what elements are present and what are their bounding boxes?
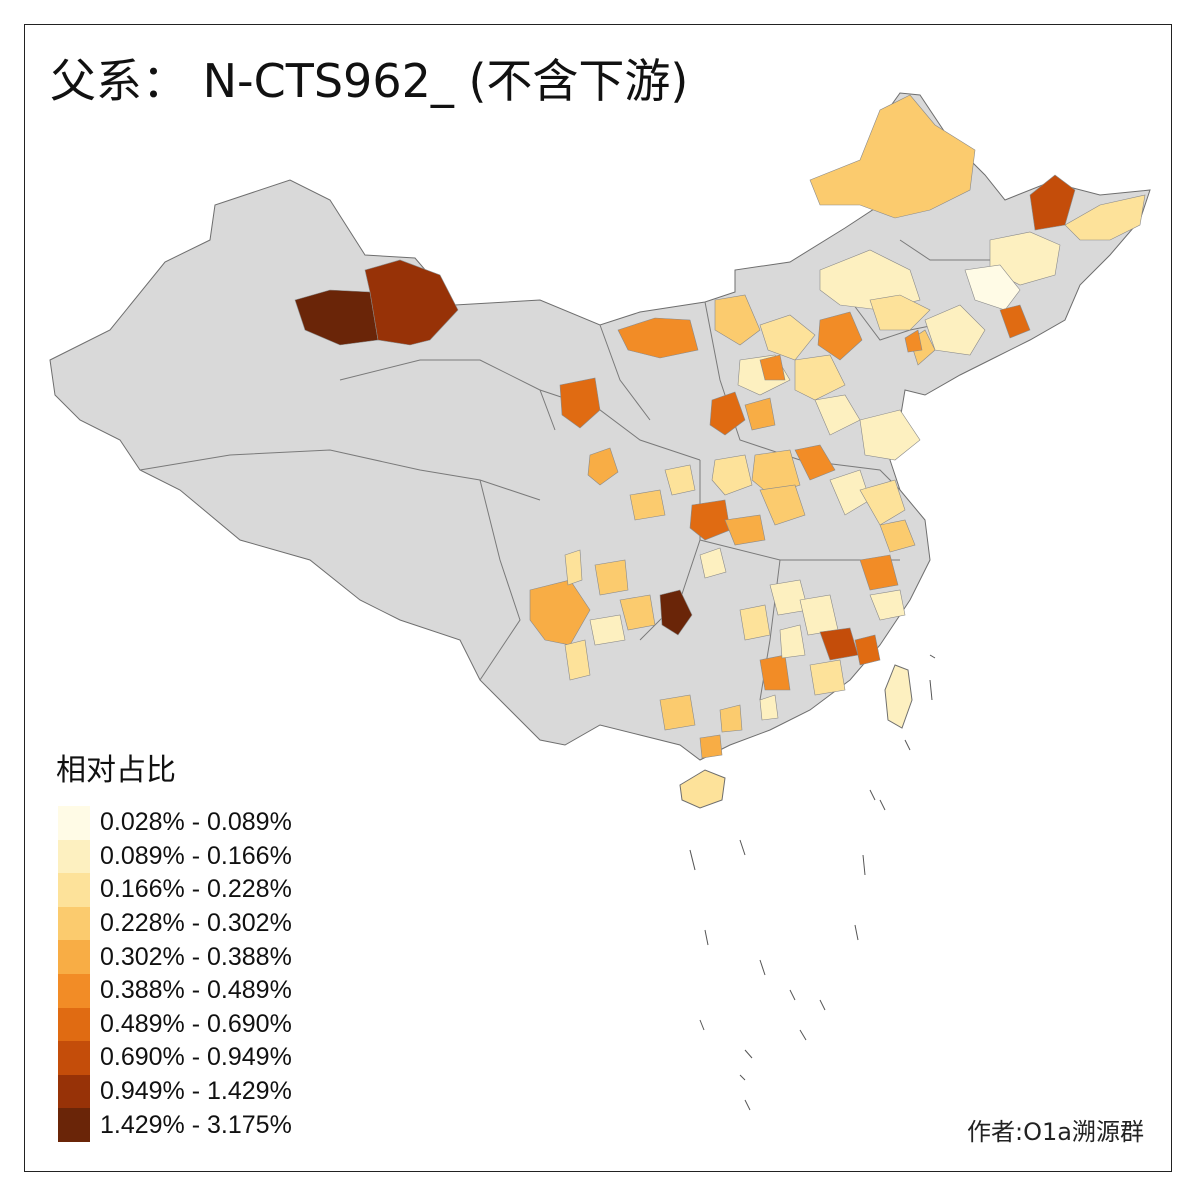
legend-item: 0.489% - 0.690% [58, 1007, 292, 1042]
legend-label: 0.302% - 0.388% [100, 942, 292, 971]
region-jiangsu-a [879, 519, 916, 553]
china-outline [49, 92, 1151, 761]
region-ningxia-a [559, 377, 601, 429]
legend: 0.028% - 0.089% 0.089% - 0.166% 0.166% -… [58, 806, 292, 1142]
map-frame [24, 24, 1172, 1172]
legend-label: 0.949% - 1.429% [100, 1077, 292, 1106]
legend-swatch [58, 873, 90, 907]
map-title: 父系： N-CTS962_ (不含下游) [50, 54, 689, 108]
legend-item: 0.089% - 0.166% [58, 839, 292, 874]
region-guangdong-b [759, 654, 791, 691]
region-beijing-area [817, 311, 863, 361]
region-gansu-a [587, 447, 619, 486]
region-chongqing-b [659, 589, 693, 636]
legend-item: 0.690% - 0.949% [58, 1041, 292, 1075]
region-henan-a [794, 444, 836, 481]
legend-label: 0.028% - 0.089% [100, 808, 292, 837]
author-credit: 作者:O1a溯源群 [967, 1118, 1144, 1146]
region-guangxi-a [659, 694, 696, 731]
region-yunnan-a [564, 639, 591, 681]
region-hainan [679, 769, 726, 809]
legend-item: 0.388% - 0.489% [58, 973, 292, 1008]
region-shanxi-d [709, 391, 746, 436]
region-henan-c [711, 454, 753, 496]
legend-item: 0.028% - 0.089% [58, 806, 292, 840]
region-hunan-a [739, 604, 771, 641]
legend-title: 相对占比 [56, 753, 176, 788]
region-chongqing-a [619, 594, 656, 631]
region-hubei-a [724, 514, 766, 546]
region-shanxi-e [744, 397, 776, 431]
region-hunan-c [779, 624, 806, 659]
region-guangdong-a [809, 659, 846, 696]
region-taiwan [884, 664, 913, 729]
region-zhangjiakou [759, 314, 816, 361]
south-china-sea-islands [689, 654, 936, 1111]
region-guangdong-e [719, 704, 743, 733]
prefecture-regions [294, 94, 1146, 759]
region-shanxi-a [714, 294, 761, 346]
region-liaoning-c [904, 329, 923, 353]
legend-item: 0.228% - 0.302% [58, 906, 292, 941]
legend-swatch [58, 1108, 90, 1142]
region-jilin-c [999, 304, 1031, 339]
legend-label: 0.166% - 0.228% [100, 875, 292, 904]
legend-item: 0.302% - 0.388% [58, 940, 292, 974]
legend-item: 0.166% - 0.228% [58, 873, 292, 907]
legend-swatch [58, 1041, 90, 1075]
region-zhejiang-b [869, 589, 906, 621]
legend-swatch [58, 973, 90, 1008]
region-henan-d [759, 484, 806, 526]
legend-label: 0.489% - 0.690% [100, 1009, 292, 1038]
region-shaanxi-c [689, 499, 731, 541]
region-sichuan-c [594, 559, 629, 596]
legend-swatch [58, 1007, 90, 1042]
region-guizhou-a [589, 614, 626, 646]
region-sichuan-b [564, 549, 583, 586]
region-tacheng [364, 259, 459, 346]
region-shandong-a [859, 409, 921, 461]
region-hulunbuir [809, 94, 976, 219]
legend-label: 0.089% - 0.166% [100, 841, 292, 870]
region-heilongjiang-a [1029, 174, 1076, 231]
region-hebei-b [794, 354, 846, 401]
legend-swatch [58, 940, 90, 974]
region-hubei-b [699, 547, 727, 579]
region-shaanxi-b [629, 489, 666, 521]
region-chifeng [869, 294, 931, 331]
legend-label: 0.690% - 0.949% [100, 1043, 292, 1072]
legend-label: 1.429% - 3.175% [100, 1110, 292, 1139]
legend-swatch [58, 1074, 90, 1109]
legend-label: 0.388% - 0.489% [100, 976, 292, 1005]
region-shanxi-c [759, 354, 786, 381]
region-liaoning-a [924, 304, 986, 356]
region-guangdong-d [699, 734, 723, 759]
legend-item: 0.949% - 1.429% [58, 1074, 292, 1109]
region-heilongjiang-b [1064, 194, 1146, 241]
legend-swatch [58, 906, 90, 941]
legend-swatch [58, 806, 90, 840]
region-anhui-b [859, 479, 906, 526]
region-alxa [617, 317, 699, 359]
legend-item: 1.429% - 3.175% [58, 1108, 292, 1142]
region-guangdong-c [759, 694, 779, 721]
legend-swatch [58, 839, 90, 874]
region-shaanxi-a [664, 464, 696, 496]
region-zhejiang-a [859, 554, 899, 591]
region-jilin-b [964, 264, 1021, 311]
region-fujian-b [854, 634, 881, 666]
legend-label: 0.228% - 0.302% [100, 909, 292, 938]
